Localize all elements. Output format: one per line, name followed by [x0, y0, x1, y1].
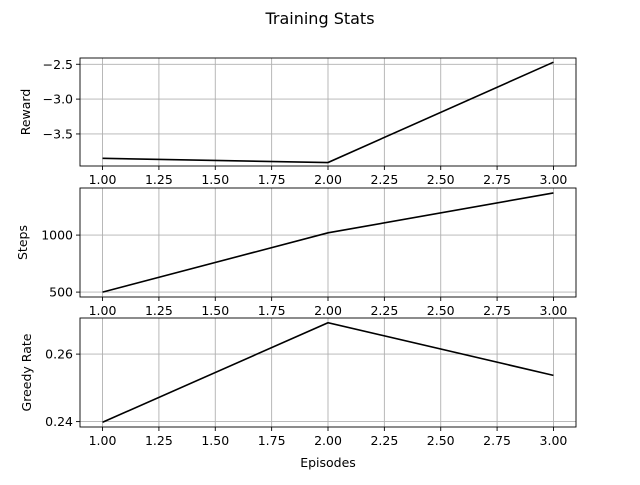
- x-tick-label: 3.00: [540, 172, 568, 187]
- y-axis-label: Steps: [15, 225, 30, 260]
- x-tick-label: 1.50: [201, 433, 229, 448]
- x-tick-label: 1.75: [258, 303, 286, 318]
- x-tick-label: 1.50: [201, 172, 229, 187]
- series-line: [102, 321, 554, 424]
- figure-title: Training Stats: [264, 9, 374, 28]
- x-tick-label: 2.25: [370, 433, 398, 448]
- x-tick-label: 2.75: [483, 433, 511, 448]
- y-axis-label: Greedy Rate: [19, 333, 34, 411]
- y-tick-label: −3.0: [43, 92, 73, 107]
- x-tick-label: 2.00: [314, 172, 342, 187]
- x-tick-label: 1.00: [89, 303, 117, 318]
- y-tick-label: 0.26: [45, 347, 73, 362]
- panel-2: 1.00 1.25 1.50 1.75 2.00 2.25 2.50 2.75 3.00 500 1…: [15, 187, 577, 318]
- x-axis-label: Episodes: [300, 455, 356, 470]
- y-tick-label: 0.24: [45, 414, 73, 429]
- x-tick-label: 2.00: [314, 433, 342, 448]
- x-tick-label: 1.25: [145, 433, 173, 448]
- x-tick-label: 2.50: [427, 303, 455, 318]
- series-line: [102, 61, 554, 164]
- y-axis-label: Reward: [18, 89, 33, 136]
- y-tick-label: 500: [49, 285, 73, 300]
- y-tick-label: 1000: [41, 228, 73, 243]
- x-tick-label: 2.50: [427, 172, 455, 187]
- y-tick-label: −3.5: [43, 126, 73, 141]
- x-tick-label: 2.75: [483, 303, 511, 318]
- x-tick-label: 2.25: [370, 303, 398, 318]
- x-tick-label: 2.50: [427, 433, 455, 448]
- x-tick-label: 1.25: [145, 172, 173, 187]
- panel-3: 1.00 1.25 1.50 1.75 2.00 2.25 2.50 2.75 3.00 0.24…: [19, 317, 577, 470]
- x-tick-label: 1.00: [89, 172, 117, 187]
- x-tick-label: 1.75: [258, 172, 286, 187]
- x-tick-label: 1.00: [89, 433, 117, 448]
- x-tick-label: 1.75: [258, 433, 286, 448]
- x-tick-label: 2.00: [314, 303, 342, 318]
- panel-1: 1.00 1.25 1.50 1.75 2.00 2.25 2.50 2.75 3.00 −3.5…: [18, 57, 577, 187]
- y-tick-label: −2.5: [43, 57, 73, 72]
- x-tick-label: 2.25: [370, 172, 398, 187]
- series-line: [102, 192, 554, 293]
- x-tick-label: 1.25: [145, 303, 173, 318]
- x-tick-label: 2.75: [483, 172, 511, 187]
- x-tick-label: 3.00: [540, 303, 568, 318]
- x-tick-label: 3.00: [540, 433, 568, 448]
- x-tick-label: 1.50: [201, 303, 229, 318]
